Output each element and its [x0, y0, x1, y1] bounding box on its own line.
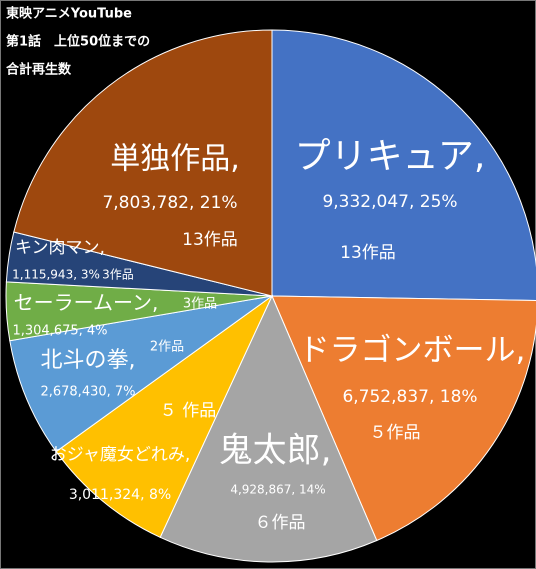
title-line: 第1話 上位50位までの: [6, 34, 150, 50]
pie-slice: [9, 295, 273, 453]
count-label: 3作品: [183, 297, 217, 312]
title-line: 東映アニメYouTube: [6, 6, 132, 22]
count-label: ５作品: [370, 423, 421, 443]
count-label: 13作品: [340, 243, 396, 263]
pie-slice: [271, 295, 536, 542]
value-label: 6,752,837, 18%: [342, 387, 477, 407]
slice-name: 北斗の拳,: [41, 348, 136, 373]
title-line: 合計再生数: [6, 62, 72, 78]
count-label: 2作品: [150, 340, 184, 355]
slice-name: 鬼太郎,: [219, 431, 332, 471]
slice-name: おジャ魔女どれみ,: [50, 445, 191, 465]
value-label: 1,304,675, 4%: [12, 324, 107, 339]
slice-name: ドラゴンボール,: [299, 333, 526, 369]
count-label: ５ 作品: [160, 401, 216, 421]
slice-name: キン肉マン,: [15, 238, 105, 258]
slice-name: プリキュア,: [295, 136, 486, 177]
value-label: 4,928,867, 14%: [230, 483, 325, 497]
value-label: 3,011,324, 8%: [69, 487, 171, 503]
value-label: 1,115,943, 3%: [12, 268, 100, 282]
pie-slice: [159, 294, 378, 563]
pie: [5, 29, 536, 563]
count-label: 3作品: [102, 268, 134, 282]
pie-slice: [13, 29, 273, 297]
value-label: 2,678,430, 7%: [40, 385, 135, 400]
slice-name: セーラームーン,: [14, 291, 159, 315]
count-label: ６作品: [255, 513, 306, 533]
value-label: 9,332,047, 25%: [322, 192, 457, 212]
slice-name: 単独作品,: [110, 142, 240, 177]
pie-slice: [55, 294, 274, 539]
pie-slice: [271, 29, 536, 301]
value-label: 7,803,782, 21%: [102, 193, 237, 213]
count-label: 13作品: [182, 230, 238, 250]
